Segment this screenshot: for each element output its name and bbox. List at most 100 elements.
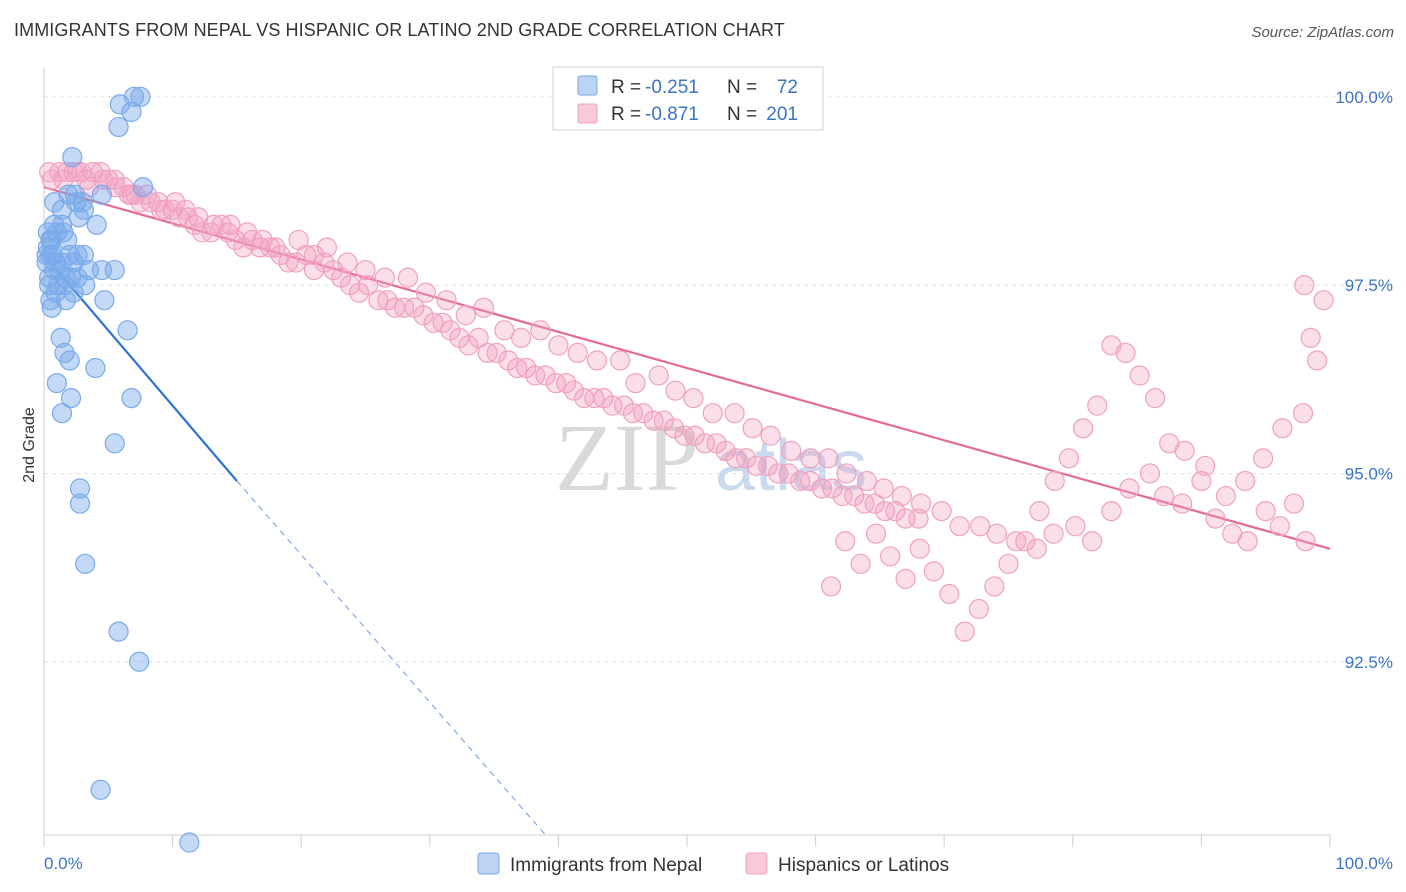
hispanic-point (563, 380, 584, 401)
legend-swatch-hispanics (577, 103, 598, 124)
hispanic-point (494, 320, 515, 341)
nepal-point (67, 244, 88, 266)
hispanic-point (760, 425, 781, 446)
hispanic-point (436, 290, 457, 311)
hispanic-point (818, 448, 839, 469)
series-nepal-points (36, 86, 200, 853)
hispanic-point (664, 418, 685, 439)
hispanic-point (768, 463, 789, 484)
hispanic-point (674, 425, 695, 446)
hispanic-point (736, 448, 757, 469)
hispanic-point (800, 470, 821, 492)
hispanic-point (1029, 501, 1050, 522)
nepal-point (94, 290, 115, 311)
hispanic-point (530, 320, 551, 341)
hispanic-point (249, 237, 271, 258)
hispanic-point (725, 448, 746, 469)
hispanic-point (1081, 531, 1103, 552)
bottom-legend-label-hispanics: Hispanics or Latinos (778, 855, 949, 876)
hispanic-point (970, 516, 991, 537)
hispanic-point (625, 372, 646, 394)
nepal-point (91, 184, 112, 205)
hispanic-point (511, 327, 532, 348)
hispanic-point (1235, 470, 1256, 492)
hispanic-point (865, 523, 887, 544)
hispanic-point (1044, 470, 1065, 492)
hispanic-point (525, 365, 546, 386)
hispanic-point (285, 252, 307, 273)
legend-n-value-2: 201 (766, 104, 798, 125)
y-tick-label: 95.0% (1345, 464, 1393, 483)
nepal-point (108, 621, 129, 642)
nepal-point (60, 388, 82, 409)
nepal-point (109, 94, 130, 115)
hispanic-point (1172, 493, 1193, 514)
hispanic-point (225, 229, 246, 251)
legend-swatch-nepal (577, 75, 598, 96)
axes (43, 68, 1331, 847)
nepal-point (73, 199, 94, 220)
hispanic-point (355, 259, 376, 281)
hispanic-point (104, 169, 125, 190)
nepal-point (75, 553, 96, 574)
hispanic-point (602, 395, 623, 416)
hispanic-point (1119, 478, 1140, 499)
hispanic-point (1283, 493, 1305, 514)
hispanic-point (949, 516, 970, 537)
hispanic-point (1087, 395, 1108, 416)
grid (44, 96, 1390, 663)
hispanic-point (850, 553, 871, 574)
trend-line-nepal (43, 254, 238, 482)
hispanic-point (397, 267, 419, 288)
bottom-legend-swatch-hispanics (745, 852, 768, 875)
nepal-point (130, 86, 151, 107)
trend-line-nepal-extension (236, 480, 546, 836)
hispanic-point (1154, 485, 1175, 507)
hispanic-point (1101, 501, 1122, 522)
hispanic-point (486, 342, 507, 364)
nepal-point (132, 177, 154, 198)
hispanic-point (220, 214, 241, 235)
hispanic-point (1129, 365, 1150, 386)
series-hispanics-points (39, 162, 1334, 642)
hispanic-point (1072, 418, 1094, 439)
hispanic-point (432, 312, 453, 333)
hispanic-point (885, 501, 906, 522)
hispanic-point (1253, 448, 1274, 469)
hispanic-point (203, 214, 224, 235)
hispanic-point (1195, 455, 1216, 477)
nepal-point (62, 146, 83, 168)
nepal-point (44, 192, 65, 213)
hispanic-point (757, 455, 779, 477)
hispanic-point (715, 440, 736, 461)
hispanic-point (150, 199, 172, 220)
nepal-point (121, 101, 142, 122)
hispanic-point (1307, 350, 1328, 371)
hispanic-point (413, 305, 434, 326)
bottom-legend-label-nepal: Immigrants from Nepal (510, 855, 702, 876)
watermark-zip: ZIP (555, 404, 699, 511)
nepal-point (50, 327, 71, 348)
hispanic-point (778, 463, 799, 484)
hispanic-point (923, 561, 945, 582)
hispanic-point (790, 470, 811, 492)
hispanic-point (545, 372, 566, 394)
y-tick-label: 100.0% (1335, 88, 1393, 107)
hispanic-point (856, 470, 878, 492)
hispanic-point (610, 350, 631, 371)
hispanic-point (260, 237, 281, 258)
hispanic-point (1269, 516, 1290, 537)
hispanic-point (1043, 523, 1064, 544)
hispanic-point (93, 169, 114, 190)
hispanic-point (1145, 388, 1166, 409)
y-tick-label: 92.5% (1345, 653, 1393, 672)
hispanic-point (374, 267, 395, 288)
nepal-point (66, 192, 87, 213)
hispanic-point (694, 433, 716, 454)
hispanic-point (1139, 463, 1161, 484)
hispanic-point (357, 275, 379, 296)
hispanic-point (643, 410, 664, 431)
hispanic-point (288, 229, 309, 251)
source-label: Source: ZipAtlas.com (1251, 24, 1394, 41)
nepal-point (46, 222, 67, 243)
